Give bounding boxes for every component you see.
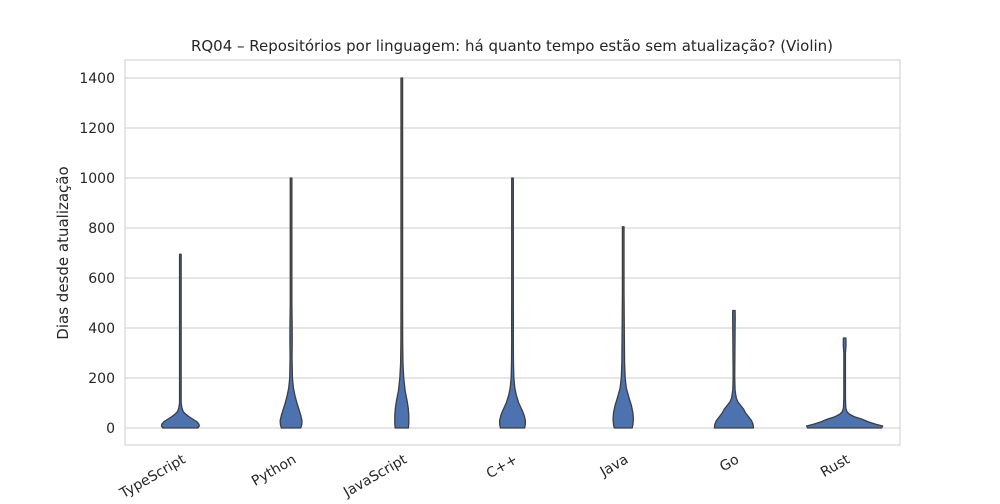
y-tick-label: 1000: [79, 171, 115, 187]
y-tick-labels: 0 200 400 600 800 1000 1200 1400: [79, 71, 115, 437]
violin-java: [612, 226, 634, 429]
y-tick-label: 600: [88, 271, 115, 287]
y-tick-label: 1400: [79, 71, 115, 87]
chart-title: RQ04 – Repositórios por linguagem: há qu…: [191, 37, 833, 55]
y-tick-label: 400: [88, 321, 115, 337]
violin-typescript: [160, 253, 200, 429]
violin-javascript: [394, 77, 410, 429]
y-tick-label: 1200: [79, 121, 115, 137]
violin-go: [713, 309, 755, 429]
violin-c: [498, 177, 527, 429]
violin-layer: [160, 77, 884, 429]
violin-python: [279, 177, 303, 429]
violin-rust: [805, 337, 884, 429]
y-tick-label: 800: [88, 221, 115, 237]
y-axis-label: Dias desde atualização: [54, 166, 72, 339]
y-tick-label: 0: [106, 421, 115, 437]
y-tick-label: 200: [88, 371, 115, 387]
plot-frame: [124, 59, 901, 446]
